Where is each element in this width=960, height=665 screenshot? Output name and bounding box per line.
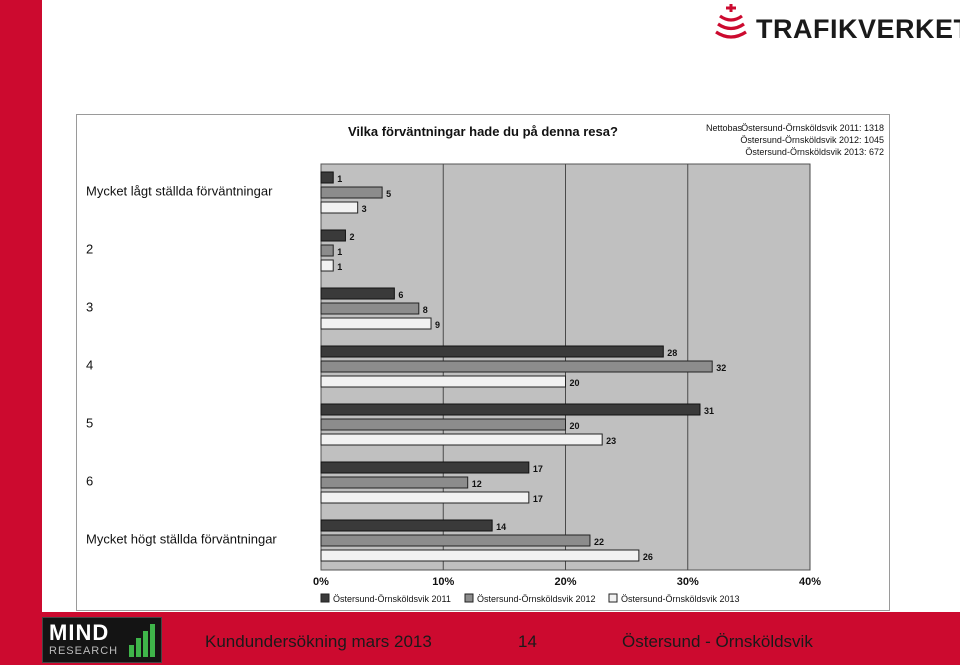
category-label: 6 [86,474,93,489]
nettobas-line: Östersund-Örnsköldsvik 2012: 1045 [740,135,884,145]
nettobas-line: Östersund-Örnsköldsvik 2011: 1318 [741,123,884,133]
data-label: 1 [337,247,342,257]
data-label: 31 [704,406,714,416]
data-label: 32 [716,363,726,373]
data-label: 8 [423,305,428,315]
data-label: 20 [570,421,580,431]
category-label: 3 [86,300,93,315]
data-label: 20 [570,378,580,388]
bar [320,171,334,184]
data-label: 17 [533,494,543,504]
bar [320,461,530,474]
data-label: 28 [667,348,677,358]
left-red-band [0,0,42,665]
bar [320,519,493,532]
bar [320,549,640,562]
data-label: 17 [533,464,543,474]
bar [320,287,395,300]
footer-page-number: 14 [518,632,537,651]
legend-label: Östersund-Örnsköldsvik 2013 [621,594,740,604]
data-label: 22 [594,537,604,547]
chart-title: Vilka förväntningar hade du på denna res… [348,124,618,139]
footer-red-band [42,612,960,665]
legend-label: Östersund-Örnsköldsvik 2012 [477,594,596,604]
bar [320,345,664,358]
signal-bars-icon [129,624,155,657]
data-label: 5 [386,189,391,199]
brand-name: TRAFIKVERKET [756,14,960,44]
bar [320,418,566,431]
logo-word: MIND [49,620,110,645]
data-label: 14 [496,522,506,532]
category-label: 2 [86,242,93,257]
legend-swatch [608,593,618,603]
data-label: 3 [362,204,367,214]
legend-swatch [464,593,474,603]
bar-chart: Vilka förväntningar hade du på denna res… [86,123,884,604]
footer-survey: Kundundersökning mars 2013 [205,632,432,651]
bar [320,403,701,416]
data-label: 1 [337,262,342,272]
x-tick-label: 20% [554,576,576,588]
bar [320,317,432,330]
mind-research-logo: MIND RESEARCH [42,617,162,663]
nettobas-line: Östersund-Örnsköldsvik 2013: 672 [745,147,884,157]
bar [320,360,713,373]
bar [320,201,359,214]
bar [320,259,334,272]
bar [320,491,530,504]
category-label: Mycket lågt ställda förväntningar [86,184,273,199]
data-label: 1 [337,174,342,184]
bar [320,476,469,489]
x-tick-label: 10% [432,576,454,588]
trafikverket-logo [708,2,960,48]
legend-label: Östersund-Örnsköldsvik 2011 [333,594,451,604]
data-label: 12 [472,479,482,489]
category-label: 5 [86,416,93,431]
bar [320,302,420,315]
bar [320,229,346,242]
logo-subword: RESEARCH [49,645,119,657]
bar [320,534,591,547]
bar [320,244,334,257]
x-tick-label: 30% [677,576,699,588]
category-label: 4 [86,358,93,373]
data-label: 9 [435,320,440,330]
data-label: 26 [643,552,653,562]
category-label: Mycket högt ställda förväntningar [86,532,277,547]
data-label: 2 [349,232,354,242]
bar [320,186,383,199]
x-tick-label: 40% [799,576,821,588]
footer-route: Östersund - Örnsköldsvik [622,632,813,651]
data-label: 6 [398,290,403,300]
bar [320,375,566,388]
crown-emblem-icon [715,4,747,39]
legend-swatch [320,593,330,603]
x-tick-label: 0% [313,576,329,588]
data-label: 23 [606,436,616,446]
nettobas-label: Nettobas [706,123,743,133]
chart-frame: Vilka förväntningar hade du på denna res… [76,114,890,611]
bar [320,433,603,446]
